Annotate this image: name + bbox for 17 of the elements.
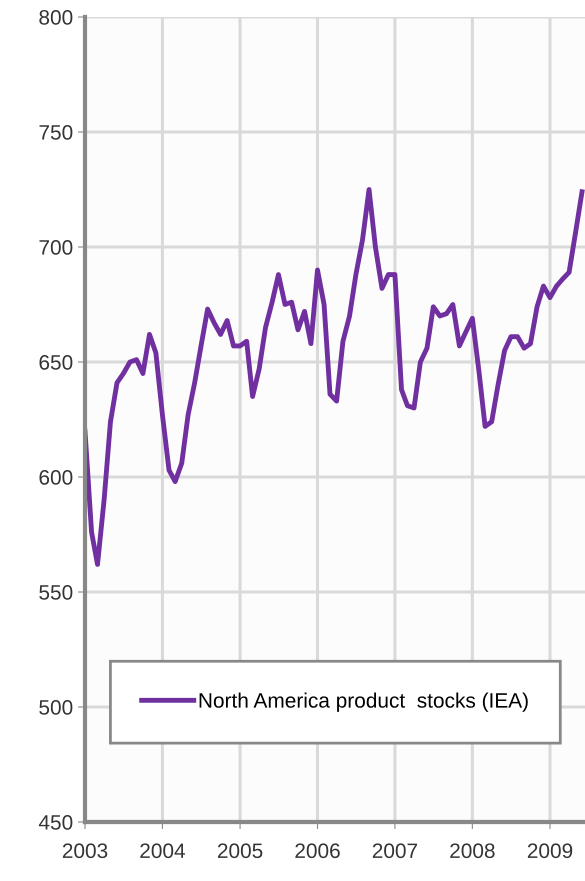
y-tick-label: 600 bbox=[39, 470, 72, 485]
legend-label: North America product stocks (IEA) bbox=[200, 692, 528, 712]
x-tick-label: 2008 bbox=[450, 843, 495, 858]
x-tick-label: 2009 bbox=[528, 843, 572, 858]
y-tick-label: 650 bbox=[39, 355, 72, 370]
x-tick-label: 2004 bbox=[140, 843, 185, 858]
x-tick-label: 2007 bbox=[372, 843, 418, 858]
y-tick-label: 700 bbox=[40, 240, 72, 255]
line-series bbox=[85, 187, 584, 567]
y-tick-label: 550 bbox=[39, 585, 72, 600]
y-tick-label: 800 bbox=[39, 10, 72, 25]
y-tick-label: 500 bbox=[39, 700, 72, 715]
y-tick-label: 450 bbox=[38, 815, 72, 830]
x-tick-label: 2005 bbox=[218, 843, 262, 858]
x-tick-label: 2006 bbox=[295, 843, 340, 858]
x-tick-label: 2003 bbox=[62, 843, 108, 858]
y-tick-label: 750 bbox=[40, 125, 72, 140]
